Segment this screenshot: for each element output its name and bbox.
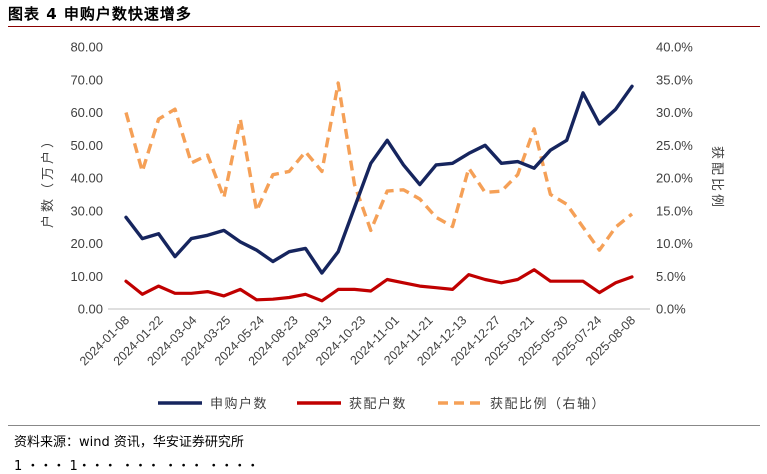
right-tick-label: 20.0% <box>656 171 693 186</box>
title-divider <box>8 26 760 27</box>
left-axis-ticks: 0.00 10.00 20.00 30.00 40.00 50.00 60.00 70.00 8… <box>70 40 103 317</box>
series-line-1 <box>124 84 634 275</box>
x-axis-ticks: 2024-01-082024-01-222024-03-042024-03-25… <box>77 313 638 368</box>
left-tick-label: 0.00 <box>78 302 103 317</box>
cut-off-footnote: 1 ・・・ 1・・・ ・・・ ・・・ ・・・・ <box>14 459 260 474</box>
left-tick-label: 60.00 <box>70 105 103 120</box>
source-note: 资料来源：wind 资讯，华安证券研究所 <box>14 435 244 450</box>
legend-label-3: 获配比例（右轴） <box>490 397 606 412</box>
left-tick-label: 30.00 <box>70 203 103 218</box>
dual-axis-line-chart: 0.00 10.00 20.00 30.00 40.00 50.00 60.00 70.00 8… <box>40 40 724 413</box>
right-tick-label: 30.0% <box>656 105 693 120</box>
right-tick-label: 15.0% <box>656 203 693 218</box>
left-tick-label: 70.00 <box>70 72 103 87</box>
left-tick-label: 20.00 <box>70 236 103 251</box>
right-tick-label: 0.0% <box>656 302 686 317</box>
left-tick-label: 80.00 <box>70 40 103 55</box>
right-axis-ticks: 0.0% 5.0% 10.0% 15.0% 20.0% 25.0% 30.0% 35.0% 40… <box>656 40 693 317</box>
legend: 申购户数 获配户数 获配比例（右轴） <box>158 396 606 412</box>
right-tick-label: 25.0% <box>656 138 693 153</box>
right-tick-label: 5.0% <box>656 269 686 284</box>
series-line-3 <box>124 81 634 252</box>
figure-title: 图表 4 申购户数快速增多 <box>8 5 192 23</box>
legend-label-2: 获配户数 <box>349 396 407 412</box>
left-tick-label: 50.00 <box>70 138 103 153</box>
series-line-2 <box>124 268 634 303</box>
source-divider <box>8 425 760 426</box>
right-tick-label: 40.0% <box>656 40 693 55</box>
series-layer <box>124 81 634 303</box>
left-tick-label: 40.00 <box>70 171 103 186</box>
left-tick-label: 10.00 <box>70 269 103 284</box>
right-tick-label: 10.0% <box>656 236 693 251</box>
right-tick-label: 35.0% <box>656 72 693 87</box>
left-axis-title: 户数（万户） <box>40 132 56 228</box>
legend-label-1: 申购户数 <box>210 396 268 412</box>
right-axis-title: 获配比例 <box>709 146 724 210</box>
